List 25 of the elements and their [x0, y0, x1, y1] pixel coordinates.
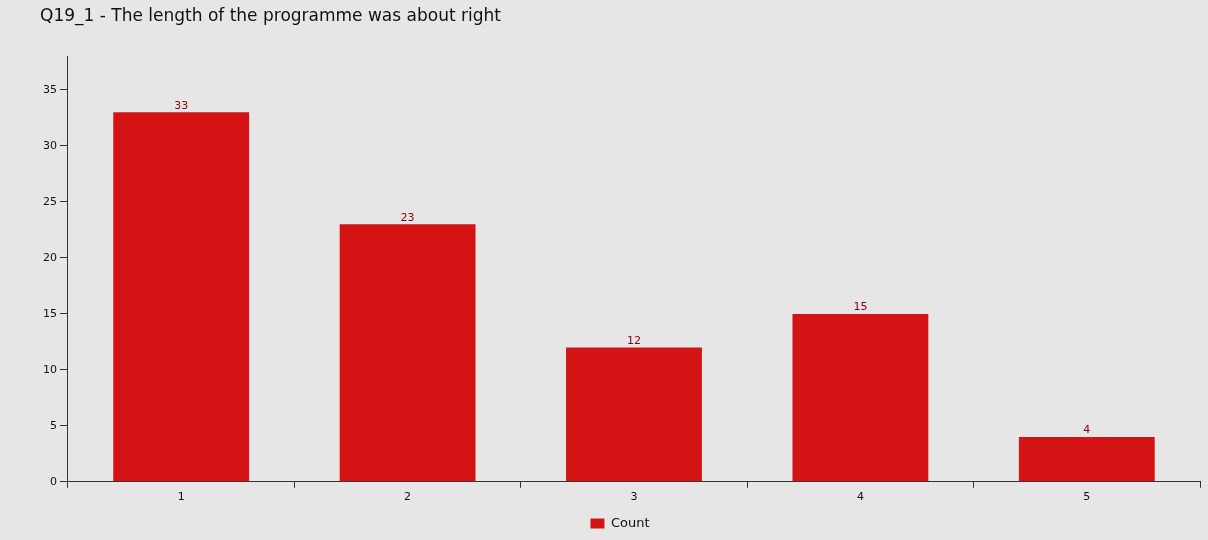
- data-label: 15: [853, 300, 868, 314]
- legend-label: Count: [610, 514, 650, 530]
- x-tick-label: 1: [177, 490, 185, 504]
- y-tick-label: 30: [43, 138, 57, 152]
- bar: [113, 112, 250, 482]
- data-label: 4: [1083, 423, 1091, 437]
- y-tick-label: 15: [43, 306, 57, 320]
- y-tick-label: 35: [43, 82, 57, 96]
- x-tick-label: 3: [630, 490, 638, 504]
- x-tick-label: 2: [404, 490, 412, 504]
- chart-title: Q19_1 - The length of the programme was about right: [40, 4, 502, 26]
- data-label: 33: [174, 98, 189, 112]
- y-tick-label: 0: [50, 474, 57, 488]
- y-tick-label: 10: [43, 362, 57, 376]
- x-tick-label: 5: [1083, 490, 1091, 504]
- bar: [1018, 437, 1155, 482]
- x-tick-label: 4: [856, 490, 864, 504]
- data-label: 23: [400, 210, 415, 224]
- y-tick-label: 20: [43, 250, 57, 264]
- bar: [792, 313, 929, 482]
- bar: [339, 224, 476, 482]
- bar: [566, 347, 702, 482]
- y-tick-label: 5: [50, 418, 57, 432]
- y-tick-label: 25: [43, 194, 57, 208]
- data-label: 12: [627, 333, 641, 347]
